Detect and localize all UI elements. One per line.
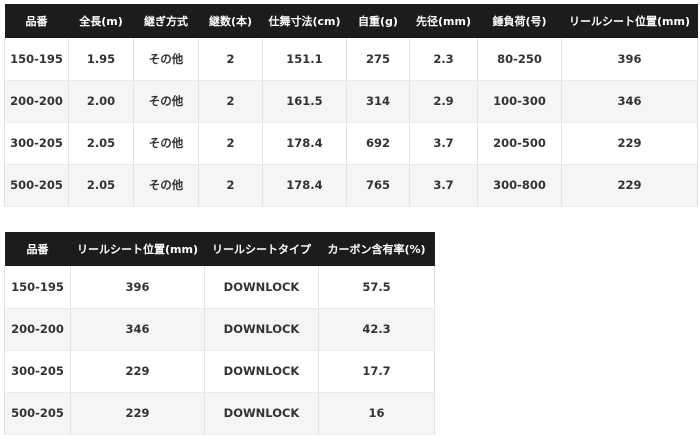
column-header: リールシート位置(mm) bbox=[70, 232, 205, 266]
table-row: 300-205 229 DOWNLOCK 17.7 bbox=[4, 350, 435, 393]
table-cell: 500-205 bbox=[4, 164, 69, 207]
table-cell: 150-195 bbox=[4, 38, 69, 81]
table-cell: 396 bbox=[70, 266, 205, 309]
table-cell: 314 bbox=[346, 80, 410, 123]
table-cell: 17.7 bbox=[318, 350, 435, 393]
table-cell: その他 bbox=[133, 122, 199, 165]
table-row: 200-200 2.00 その他 2 161.5 314 2.9 100-300 346 bbox=[4, 80, 698, 123]
table-cell: 2 bbox=[198, 38, 263, 81]
table-cell: 2 bbox=[198, 164, 263, 207]
table-cell: 150-195 bbox=[4, 266, 71, 309]
table-cell: 2.00 bbox=[68, 80, 134, 123]
table-cell: 765 bbox=[346, 164, 410, 207]
table-row: 150-195 396 DOWNLOCK 57.5 bbox=[4, 266, 435, 309]
table-cell: 229 bbox=[561, 164, 698, 207]
column-header: リールシートタイプ bbox=[204, 232, 319, 266]
table-cell: 200-500 bbox=[477, 122, 562, 165]
table-cell: 2 bbox=[198, 122, 263, 165]
table-cell: その他 bbox=[133, 38, 199, 81]
table-cell: 300-205 bbox=[4, 350, 71, 393]
table-cell: DOWNLOCK bbox=[204, 350, 319, 393]
table-cell: 2.9 bbox=[409, 80, 478, 123]
table-cell: 2 bbox=[198, 80, 263, 123]
reel-seat-table: 品番 リールシート位置(mm) リールシートタイプ カーボン含有率(%) 150-19… bbox=[4, 232, 435, 435]
table-cell: 300-800 bbox=[477, 164, 562, 207]
spec-table: 品番 全長(m) 継ぎ方式 継数(本) 仕舞寸法(cm) 自重(g) 先径(mm) 錘負荷(号… bbox=[4, 4, 698, 207]
table-cell: 3.7 bbox=[409, 122, 478, 165]
table-row: 300-205 2.05 その他 2 178.4 692 3.7 200-500 229 bbox=[4, 122, 698, 165]
table-row: 500-205 2.05 その他 2 178.4 765 3.7 300-800 229 bbox=[4, 164, 698, 207]
table-cell: 80-250 bbox=[477, 38, 562, 81]
column-header: 先径(mm) bbox=[409, 4, 478, 38]
table-cell: 2.05 bbox=[68, 122, 134, 165]
table-cell: 200-200 bbox=[4, 80, 69, 123]
table-row: 500-205 229 DOWNLOCK 16 bbox=[4, 392, 435, 435]
table-cell: 396 bbox=[561, 38, 698, 81]
table-row: 200-200 346 DOWNLOCK 42.3 bbox=[4, 308, 435, 351]
column-header: 品番 bbox=[4, 232, 71, 266]
table-cell: 300-205 bbox=[4, 122, 69, 165]
table-cell: 2.3 bbox=[409, 38, 478, 81]
column-header: カーボン含有率(%) bbox=[318, 232, 435, 266]
table-cell: 1.95 bbox=[68, 38, 134, 81]
column-header: 錘負荷(号) bbox=[477, 4, 562, 38]
table-cell: 151.1 bbox=[262, 38, 347, 81]
table-cell: 42.3 bbox=[318, 308, 435, 351]
column-header: 品番 bbox=[4, 4, 69, 38]
table-cell: 200-200 bbox=[4, 308, 71, 351]
table-cell: 229 bbox=[70, 392, 205, 435]
table-cell: 692 bbox=[346, 122, 410, 165]
column-header: 全長(m) bbox=[68, 4, 134, 38]
table-cell: 346 bbox=[561, 80, 698, 123]
table-cell: 275 bbox=[346, 38, 410, 81]
table-cell: 100-300 bbox=[477, 80, 562, 123]
table-cell: DOWNLOCK bbox=[204, 392, 319, 435]
table-cell: 500-205 bbox=[4, 392, 71, 435]
column-header: 仕舞寸法(cm) bbox=[262, 4, 347, 38]
column-header: リールシート位置(mm) bbox=[561, 4, 698, 38]
table-header-row: 品番 リールシート位置(mm) リールシートタイプ カーボン含有率(%) bbox=[4, 232, 435, 266]
table-cell: その他 bbox=[133, 164, 199, 207]
table-cell: 346 bbox=[70, 308, 205, 351]
table-row: 150-195 1.95 その他 2 151.1 275 2.3 80-250 396 bbox=[4, 38, 698, 81]
table-cell: 178.4 bbox=[262, 164, 347, 207]
table-cell: 229 bbox=[561, 122, 698, 165]
table-cell: 2.05 bbox=[68, 164, 134, 207]
column-header: 継ぎ方式 bbox=[133, 4, 199, 38]
table-cell: その他 bbox=[133, 80, 199, 123]
table-cell: DOWNLOCK bbox=[204, 308, 319, 351]
table-cell: 178.4 bbox=[262, 122, 347, 165]
table-header-row: 品番 全長(m) 継ぎ方式 継数(本) 仕舞寸法(cm) 自重(g) 先径(mm) 錘負荷(号… bbox=[4, 4, 698, 38]
table-cell: DOWNLOCK bbox=[204, 266, 319, 309]
table-cell: 229 bbox=[70, 350, 205, 393]
column-header: 継数(本) bbox=[198, 4, 263, 38]
column-header: 自重(g) bbox=[346, 4, 410, 38]
table-cell: 57.5 bbox=[318, 266, 435, 309]
table-cell: 3.7 bbox=[409, 164, 478, 207]
table-cell: 16 bbox=[318, 392, 435, 435]
table-cell: 161.5 bbox=[262, 80, 347, 123]
